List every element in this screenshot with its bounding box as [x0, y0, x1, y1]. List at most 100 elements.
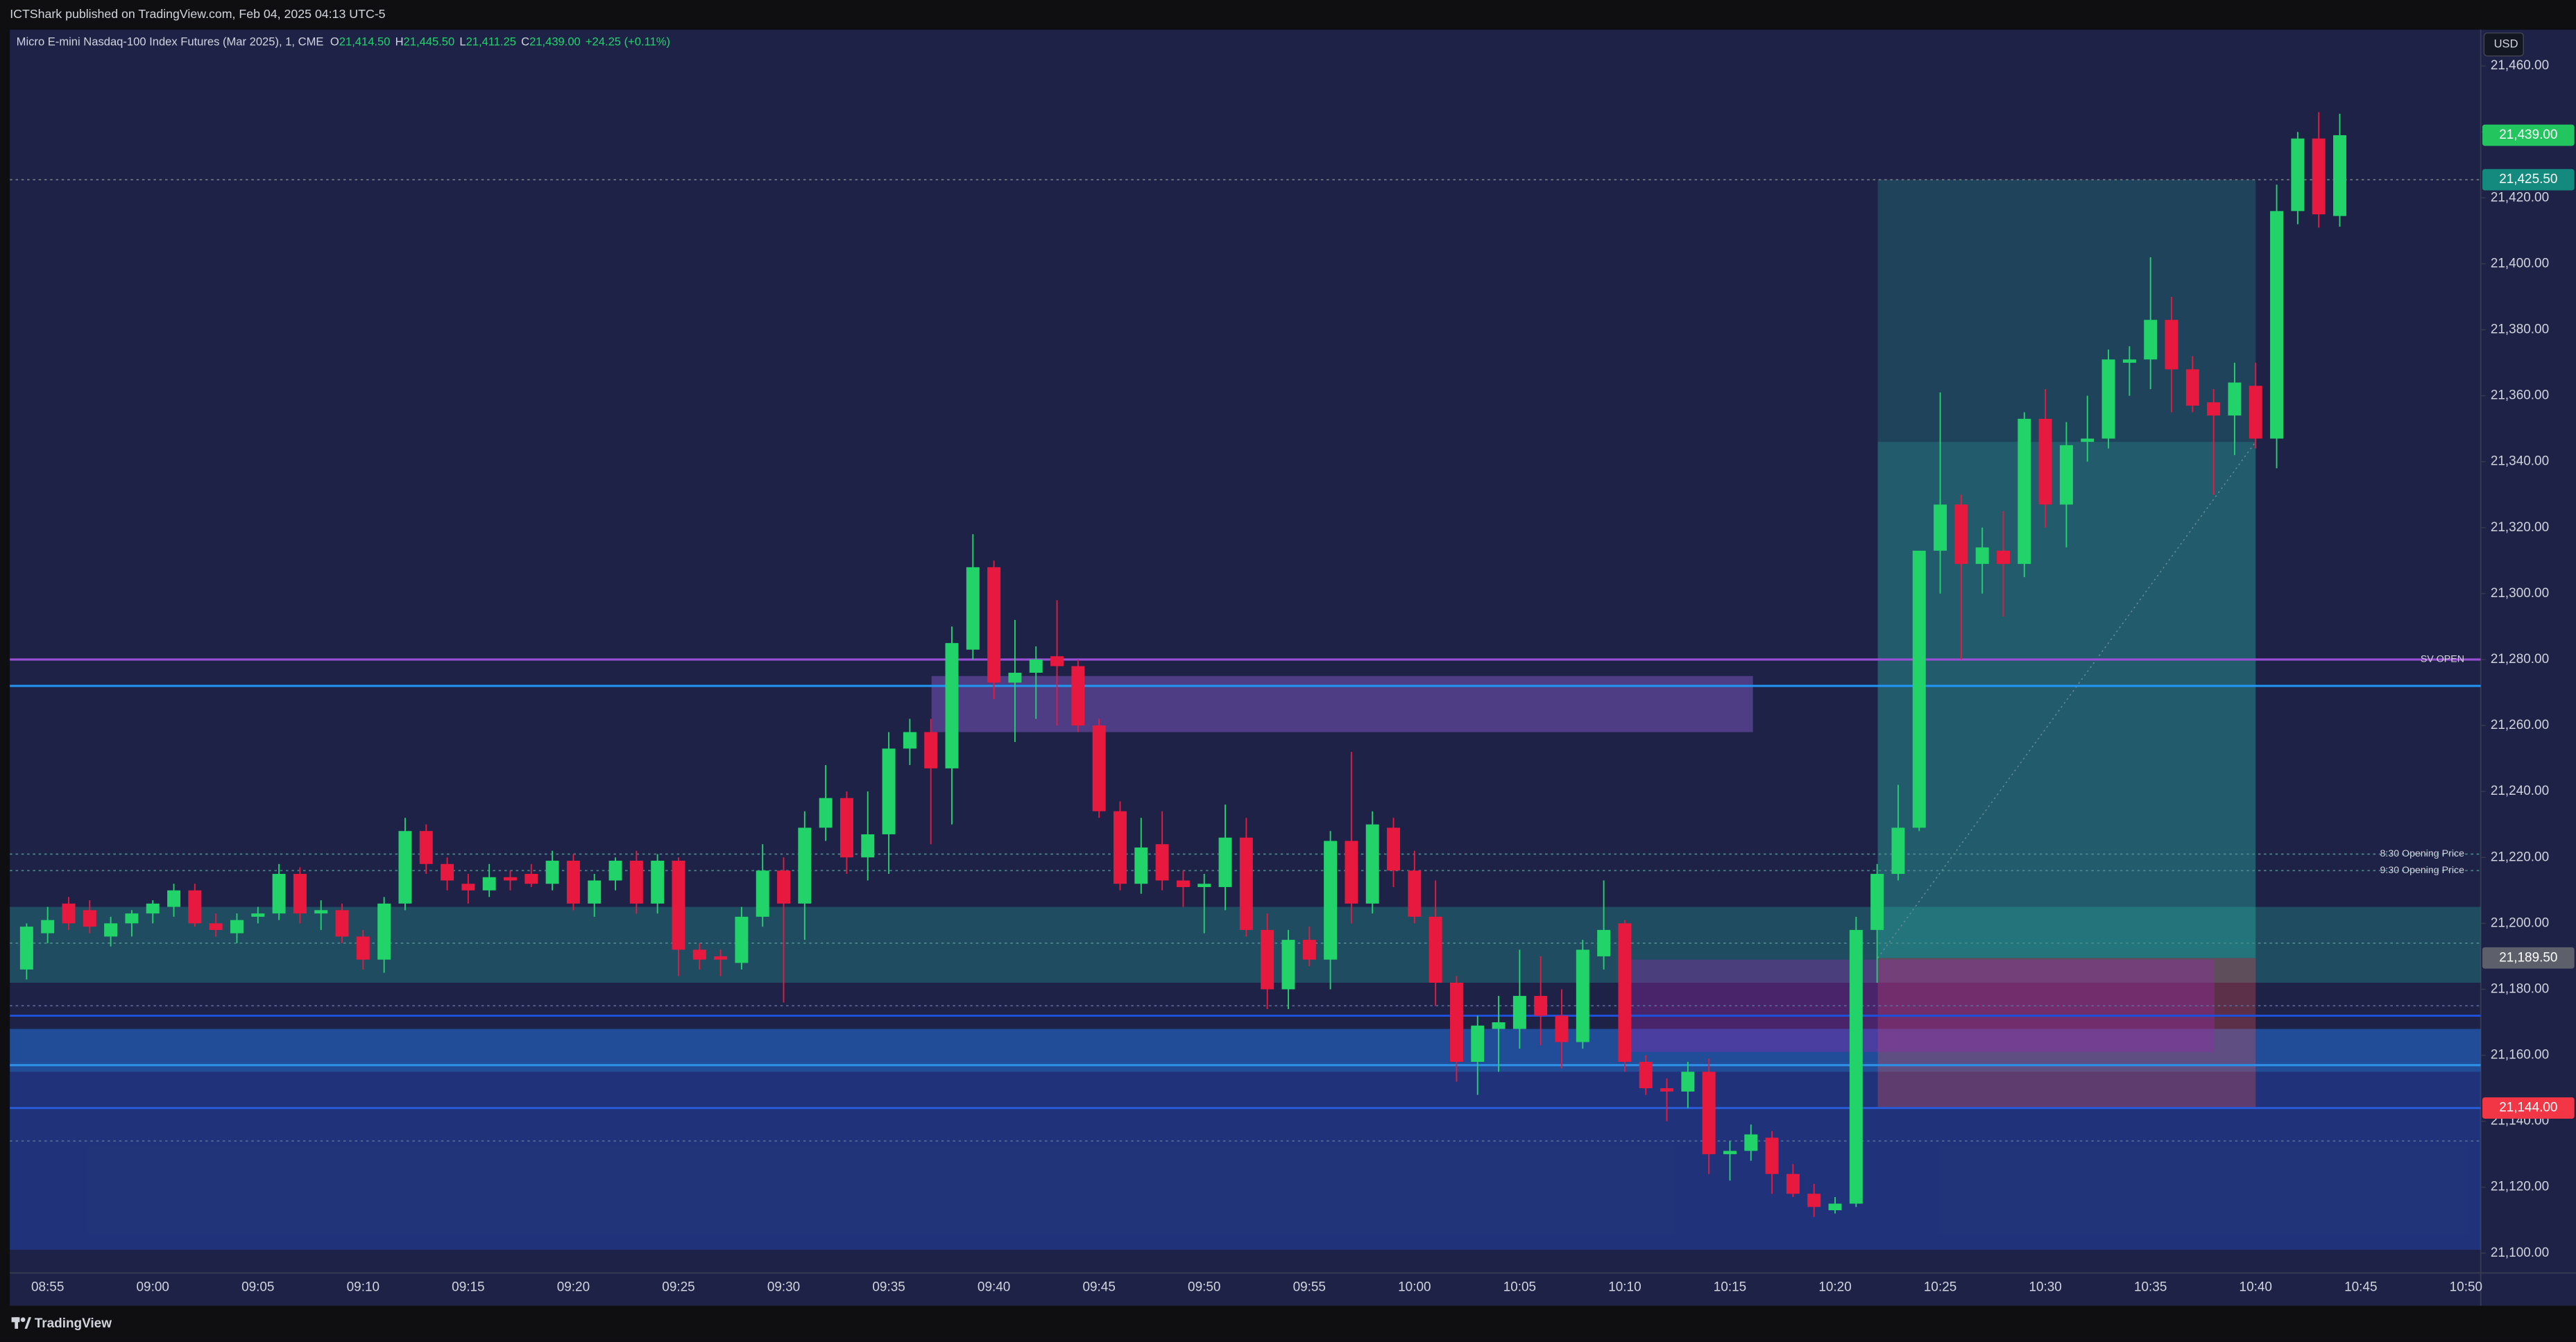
y-tick-label: 21,400.00: [2491, 256, 2549, 270]
candle-body: [2122, 359, 2136, 363]
legend-title: Micro E-mini Nasdaq-100 Index Futures (M…: [17, 35, 324, 49]
candle-body: [756, 870, 769, 917]
candle-body: [188, 890, 202, 924]
x-tick-label: 09:40: [978, 1280, 1010, 1295]
y-tick-label: 21,340.00: [2491, 454, 2549, 469]
candle-body: [1471, 1025, 1485, 1063]
layers: SV OPEN 8:30 Opening Price 9:30 Opening Pr…: [10, 112, 2481, 1250]
candle-body: [2228, 382, 2242, 416]
candle-body: [545, 861, 559, 884]
candle-body: [2185, 369, 2199, 406]
x-tick-label: 09:45: [1082, 1280, 1115, 1295]
candle-body: [1786, 1173, 1800, 1194]
candle-body: [1008, 672, 1022, 683]
y-tick-label: 21,200.00: [2491, 915, 2549, 930]
candle-body: [524, 874, 538, 884]
candle-body: [2144, 320, 2158, 360]
candle-body: [1218, 837, 1232, 888]
candle-body: [1828, 1203, 1842, 1211]
candle-body: [2081, 438, 2095, 442]
time-axis: [10, 1273, 2481, 1306]
x-tick-label: 09:20: [557, 1280, 590, 1295]
candle-body: [2207, 402, 2221, 416]
zone: [1877, 958, 2256, 1108]
candle-body: [2038, 418, 2052, 505]
legend-value: 21,414.50: [339, 35, 391, 49]
y-tick-label: 21,180.00: [2491, 981, 2549, 996]
currency-box[interactable]: [2483, 32, 2524, 57]
candle-body: [1345, 841, 1358, 904]
candle-body: [777, 870, 791, 904]
candle-body: [62, 903, 76, 924]
candle-body: [398, 831, 412, 904]
candle-body: [966, 567, 980, 650]
candle-body: [482, 877, 496, 891]
x-tick-label: 08:55: [31, 1280, 64, 1295]
candle-body: [1071, 666, 1085, 726]
candle-body: [251, 913, 265, 917]
candle-body: [1618, 923, 1632, 1063]
price-badge: [2482, 124, 2575, 146]
x-tick-label: 10:15: [1714, 1280, 1746, 1295]
candle-body: [2291, 138, 2305, 212]
legend: Micro E-mini Nasdaq-100 Index Futures (M…: [17, 35, 670, 49]
candle-body: [1534, 995, 1548, 1016]
candle-body: [1155, 844, 1169, 881]
legend-key: O: [330, 35, 339, 49]
candle-body: [1428, 916, 1442, 983]
candle-body: [1744, 1134, 1758, 1151]
x-tick-label: 10:30: [2029, 1280, 2061, 1295]
candle-body: [461, 884, 475, 891]
candle-body: [356, 936, 370, 960]
candle-body: [1765, 1137, 1779, 1174]
x-tick-label: 09:50: [1188, 1280, 1220, 1295]
candle-body: [1261, 929, 1274, 990]
candle-body: [1092, 725, 1106, 811]
candle-body: [2270, 211, 2284, 439]
legend-value: 21,439.00: [529, 35, 581, 49]
y-tick-label: 21,160.00: [2491, 1048, 2549, 1063]
candle-body: [335, 910, 349, 937]
candle-body: [2165, 320, 2178, 370]
brand-logo: [11, 1317, 31, 1329]
price-axis: [2480, 29, 2576, 1306]
brand: TradingView: [35, 1316, 112, 1331]
candle-body: [1597, 929, 1611, 956]
candle-body: [1954, 504, 1968, 565]
candle-body: [167, 890, 181, 907]
x-tick-label: 10:20: [1818, 1280, 1851, 1295]
y-tick-label: 21,300.00: [2491, 586, 2549, 601]
candle-body: [419, 831, 433, 864]
legend-value: 21,445.50: [404, 35, 455, 49]
candle-body: [987, 567, 1001, 683]
y-tick-label: 21,120.00: [2491, 1180, 2549, 1194]
x-tick-label: 09:35: [872, 1280, 905, 1295]
candle-body: [1891, 827, 1905, 875]
candle-body: [2333, 135, 2346, 216]
candle-body: [1324, 841, 1338, 960]
x-tick-label: 10:50: [2450, 1280, 2482, 1295]
candle-body: [441, 863, 454, 881]
candle-body: [798, 827, 812, 904]
candle-body: [2059, 445, 2073, 505]
annotation: SV OPEN: [2421, 654, 2464, 665]
candle-body: [1576, 949, 1589, 1042]
legend-key: C: [521, 35, 529, 49]
candle-body: [314, 910, 328, 914]
candle-body: [1723, 1151, 1737, 1155]
x-tick-label: 09:00: [137, 1280, 169, 1295]
candle-body: [672, 861, 685, 950]
x-tick-label: 10:45: [2344, 1280, 2377, 1295]
candle-body: [209, 923, 223, 930]
x-tick-label: 10:10: [1608, 1280, 1641, 1295]
candle-body: [1197, 884, 1211, 888]
candle-body: [1870, 874, 1884, 930]
candle-body: [272, 874, 286, 914]
x-tick-label: 09:30: [767, 1280, 800, 1295]
candle-body: [1639, 1062, 1653, 1089]
candle-body: [2101, 359, 2115, 439]
candle-body: [1702, 1072, 1716, 1155]
candle-body: [1849, 929, 1863, 1204]
candle-body: [861, 834, 875, 858]
